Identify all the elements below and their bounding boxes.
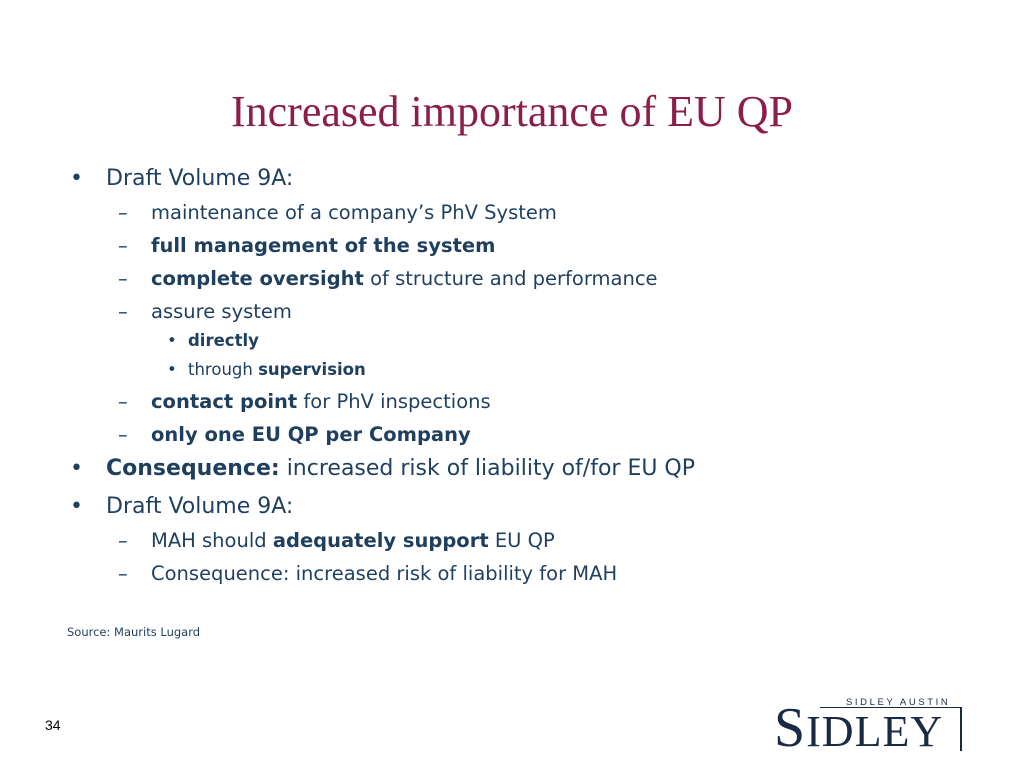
bullet-text: Draft Volume 9A:: [106, 166, 294, 191]
dash-marker: –: [118, 390, 128, 413]
bold-text: full management of the system: [151, 234, 496, 257]
plain-text: MAH should: [151, 529, 273, 552]
bold-text: contact point: [151, 390, 298, 413]
subbullet-text: Consequence: increased risk of liability…: [151, 562, 618, 585]
page-number: 34: [45, 717, 61, 733]
subsubbullet-text: through supervision: [188, 360, 366, 379]
subbullet-text: MAH should adequately support EU QP: [151, 529, 555, 552]
subbullet-text: complete oversight of structure and perf…: [151, 267, 658, 290]
sidley-austin-logo: SIDLEY AUSTIN SIDLEY: [774, 697, 970, 756]
plain-text: EU QP: [488, 529, 555, 552]
dash-marker: –: [118, 423, 128, 446]
bullet-marker: •: [70, 456, 83, 481]
dash-marker: –: [118, 562, 128, 585]
bold-text: adequately support: [272, 529, 489, 552]
bold-text: only one EU QP per Company: [151, 423, 471, 446]
bullet-text: Consequence: increased risk of liability…: [106, 456, 695, 481]
logo-rule-right: [960, 707, 962, 751]
bold-text: Consequence:: [106, 456, 280, 481]
subsubbullet-text: directly: [188, 331, 259, 350]
plain-text: through: [188, 360, 259, 379]
bold-text: directly: [188, 331, 259, 350]
bullet-marker: •: [167, 360, 177, 379]
source-note: Source: Maurits Lugard: [67, 625, 201, 639]
plain-text: increased risk of liability of/for EU QP: [279, 456, 696, 481]
logo-wordmark: SIDLEY: [774, 700, 944, 757]
dash-marker: –: [118, 201, 128, 224]
dash-marker: –: [118, 267, 128, 290]
bold-text: supervision: [258, 360, 366, 379]
subbullet-text: maintenance of a company’s PhV System: [151, 201, 557, 224]
plain-text: for PhV inspections: [297, 390, 491, 413]
subbullet-text: assure system: [151, 300, 292, 323]
dash-marker: –: [118, 234, 128, 257]
bullet-text: Draft Volume 9A:: [106, 494, 294, 519]
logo-cap-letter: S: [774, 697, 807, 759]
logo-top-text: SIDLEY AUSTIN: [846, 697, 951, 708]
logo-rule-top: [820, 707, 960, 708]
dash-marker: –: [118, 529, 128, 552]
subbullet-text: only one EU QP per Company: [151, 423, 471, 446]
plain-text: of structure and performance: [363, 267, 658, 290]
bold-text: complete oversight: [151, 267, 364, 290]
bullet-marker: •: [70, 166, 83, 191]
slide-title: Increased importance of EU QP: [230, 87, 793, 136]
subbullet-text: contact point for PhV inspections: [151, 390, 491, 413]
bullet-marker: •: [167, 331, 177, 350]
subbullet-text: full management of the system: [151, 234, 495, 257]
bullet-marker: •: [70, 494, 83, 519]
logo-rest-letters: IDLEY: [806, 707, 944, 756]
dash-marker: –: [118, 300, 128, 323]
